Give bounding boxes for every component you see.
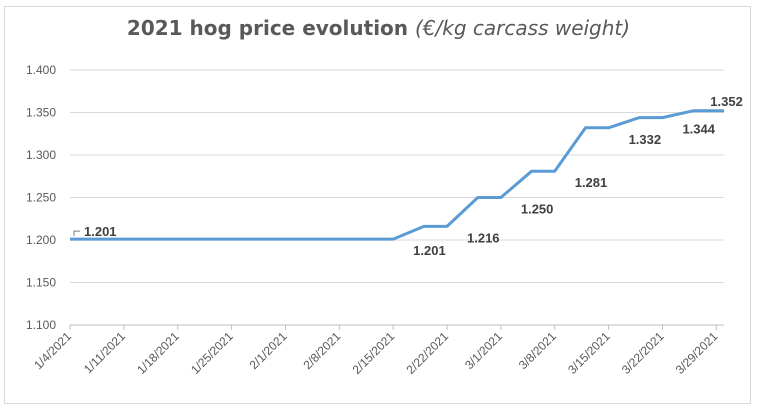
x-tick-label: 1/18/2021 [134, 329, 182, 377]
y-tick-label: 1.350 [26, 106, 56, 120]
x-tick-label: 3/8/2021 [516, 329, 559, 372]
x-tick-label: 3/1/2021 [462, 329, 505, 372]
chart-title-unit: (€/kg carcass weight) [415, 16, 631, 40]
chart-title-main: 2021 hog price evolution [126, 16, 409, 40]
chart-title: 2021 hog price evolution (€/kg carcass w… [0, 16, 757, 40]
x-tick-label: 2/15/2021 [350, 329, 398, 377]
x-tick-label: 1/25/2021 [188, 329, 236, 377]
x-tick-label: 2/8/2021 [300, 329, 343, 372]
data-label: 1.201 [413, 243, 446, 258]
series-line [70, 109, 724, 241]
y-tick-label: 1.300 [26, 148, 56, 162]
x-tick-label: 3/22/2021 [619, 329, 667, 377]
y-tick-label: 1.250 [26, 191, 56, 205]
data-label: 1.216 [467, 230, 500, 245]
data-label: 1.201 [84, 224, 117, 239]
y-tick-label: 1.100 [26, 318, 56, 332]
y-tick-label: 1.150 [26, 276, 56, 290]
data-label: 1.332 [629, 132, 662, 147]
x-tick-label: 1/11/2021 [81, 329, 128, 376]
x-tick-label: 2/22/2021 [403, 329, 451, 377]
x-tick-label: 3/15/2021 [565, 329, 613, 377]
x-tick-label: 3/29/2021 [673, 329, 721, 377]
data-label: 1.250 [521, 202, 554, 217]
data-label-leader [73, 230, 80, 237]
data-label: 1.281 [575, 175, 608, 190]
chart-frame [4, 6, 751, 404]
y-tick-label: 1.400 [26, 63, 56, 77]
data-label: 1.344 [682, 122, 715, 137]
x-tick-label: 2/1/2021 [247, 329, 290, 372]
y-tick-label: 1.200 [26, 233, 56, 247]
x-tick-label: 1/4/2021 [31, 329, 74, 372]
data-label: 1.352 [710, 94, 743, 109]
